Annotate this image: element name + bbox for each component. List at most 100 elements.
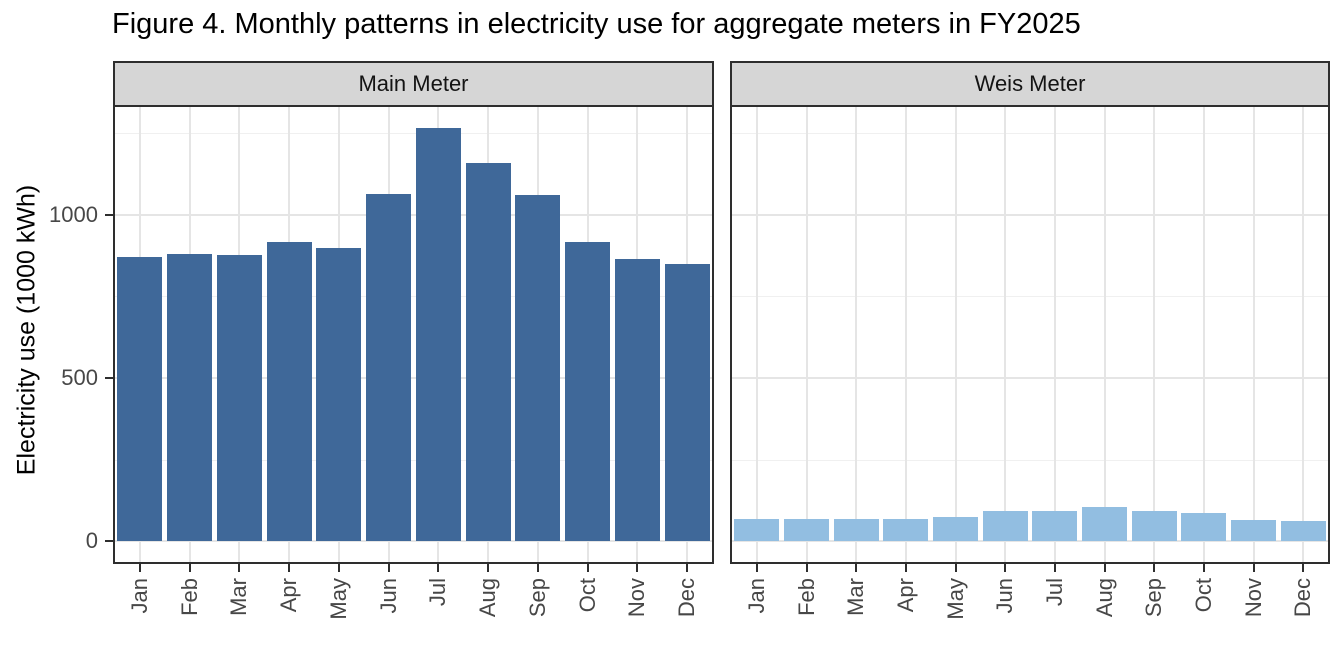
x-axis-tick — [686, 564, 689, 572]
gridline-major-horizontal — [115, 213, 712, 216]
facet-panel — [730, 105, 1330, 564]
y-axis-tick — [105, 213, 113, 216]
x-axis-tick-label: Oct — [1190, 578, 1216, 613]
bar-mar — [833, 518, 879, 542]
gridline-major-vertical — [1004, 107, 1007, 562]
bar-jul — [415, 127, 461, 542]
x-axis-tick — [437, 564, 440, 572]
chart-title: Figure 4. Monthly patterns in electricit… — [112, 8, 1081, 40]
x-axis-tick-label: Apr — [276, 578, 302, 613]
bar-jan — [117, 257, 163, 542]
x-axis-tick-label: Nov — [624, 578, 650, 618]
gridline-major-vertical — [1252, 107, 1255, 562]
facet-strip-label: Main Meter — [113, 61, 714, 105]
x-axis-tick — [536, 564, 539, 572]
x-axis-tick-label: Jan — [743, 578, 769, 614]
x-axis-tick — [1153, 564, 1156, 572]
gridline-major-vertical — [904, 107, 907, 562]
bar-aug — [1082, 507, 1127, 542]
gridline-minor-horizontal — [115, 296, 712, 298]
gridline-minor-horizontal — [115, 459, 712, 461]
facet-main-meter: Main Meter Jan Feb Mar Apr May Jun Jul Aug Sep Oct… — [113, 61, 714, 620]
x-axis-tick — [586, 564, 589, 572]
x-axis-tick-label: Jun — [992, 578, 1018, 614]
x-axis-tick-label: Sep — [524, 578, 550, 618]
bar-oct — [565, 241, 610, 542]
y-axis-title: Electricity use (1000 kWh) — [12, 184, 41, 476]
bar-may — [933, 517, 978, 542]
x-axis-tick-label: Mar — [843, 578, 869, 616]
x-axis-tick — [1252, 564, 1255, 572]
y-axis-tick — [105, 540, 113, 543]
x-axis-tick — [954, 564, 957, 572]
x-axis-tick-label: Feb — [176, 578, 202, 616]
gridline-major-vertical — [755, 107, 758, 562]
y-axis-tick-label: 500 — [61, 365, 98, 391]
facet-panel — [113, 105, 714, 564]
x-axis-tick-label: Oct — [574, 578, 600, 613]
y-axis-tick-label: 0 — [85, 528, 98, 554]
x-axis-tick-label: Dec — [674, 578, 700, 618]
gridline-minor-horizontal — [115, 133, 712, 135]
bar-dec — [1280, 520, 1326, 542]
gridline-major-vertical — [1302, 107, 1305, 562]
bar-sep — [515, 194, 561, 542]
bar-jul — [1032, 510, 1078, 542]
gridline-major-horizontal — [115, 377, 712, 380]
gridline-major-vertical — [954, 107, 957, 562]
bar-jun — [366, 193, 411, 542]
x-axis-tick — [1202, 564, 1205, 572]
x-axis-tick-label: Nov — [1240, 578, 1266, 618]
bar-nov — [614, 258, 660, 542]
gridline-major-horizontal — [732, 213, 1328, 216]
x-axis-tick-label: May — [942, 578, 968, 620]
x-axis-tick — [855, 564, 858, 572]
x-axis-tick — [138, 564, 141, 572]
bar-dec — [664, 264, 710, 542]
y-axis-tick-label: 1000 — [49, 201, 98, 227]
bar-apr — [266, 241, 312, 542]
x-axis-tick-label: Jul — [1041, 578, 1067, 607]
bar-aug — [465, 162, 511, 542]
x-axis-tick-label: Aug — [1091, 578, 1117, 618]
x-axis-tick-label: Jul — [425, 578, 451, 607]
x-axis-tick-label: Dec — [1290, 578, 1316, 618]
x-axis-tick — [487, 564, 490, 572]
bar-mar — [216, 254, 262, 542]
x-axis-tick — [1053, 564, 1056, 572]
x-axis-tick — [387, 564, 390, 572]
x-axis-tick-label: Jan — [126, 578, 152, 614]
facet-strip-label: Weis Meter — [730, 61, 1330, 105]
gridline-minor-horizontal — [732, 133, 1328, 135]
gridline-minor-horizontal — [732, 296, 1328, 298]
gridline-major-vertical — [805, 107, 808, 562]
gridline-major-vertical — [1103, 107, 1106, 562]
x-axis-tick — [188, 564, 191, 572]
x-axis-tick — [904, 564, 907, 572]
x-axis-tick — [288, 564, 291, 572]
facet-weis-meter: Weis Meter Jan Feb Mar Apr May Jun Jul Aug Sep Oct… — [730, 61, 1330, 620]
gridline-major-vertical — [1153, 107, 1156, 562]
x-axis-tick-label: May — [325, 578, 351, 620]
gridline-minor-horizontal — [732, 459, 1328, 461]
gridline-major-horizontal — [115, 540, 712, 543]
x-axis-tick — [755, 564, 758, 572]
bar-sep — [1131, 511, 1177, 542]
y-axis-tick — [105, 377, 113, 380]
x-axis-tick — [1004, 564, 1007, 572]
x-axis-tick — [238, 564, 241, 572]
bar-oct — [1181, 513, 1227, 542]
x-axis-tick — [636, 564, 639, 572]
gridline-major-vertical — [1053, 107, 1056, 562]
gridline-major-horizontal — [732, 540, 1328, 543]
x-axis-tick — [1302, 564, 1305, 572]
bar-may — [316, 248, 362, 542]
gridline-major-vertical — [855, 107, 858, 562]
bar-nov — [1231, 519, 1276, 542]
gridline-major-horizontal — [732, 377, 1328, 380]
x-axis-tick-label: Feb — [793, 578, 819, 616]
x-axis-tick-label: Jun — [375, 578, 401, 614]
x-axis-tick-label: Apr — [892, 578, 918, 613]
bar-feb — [167, 254, 212, 542]
